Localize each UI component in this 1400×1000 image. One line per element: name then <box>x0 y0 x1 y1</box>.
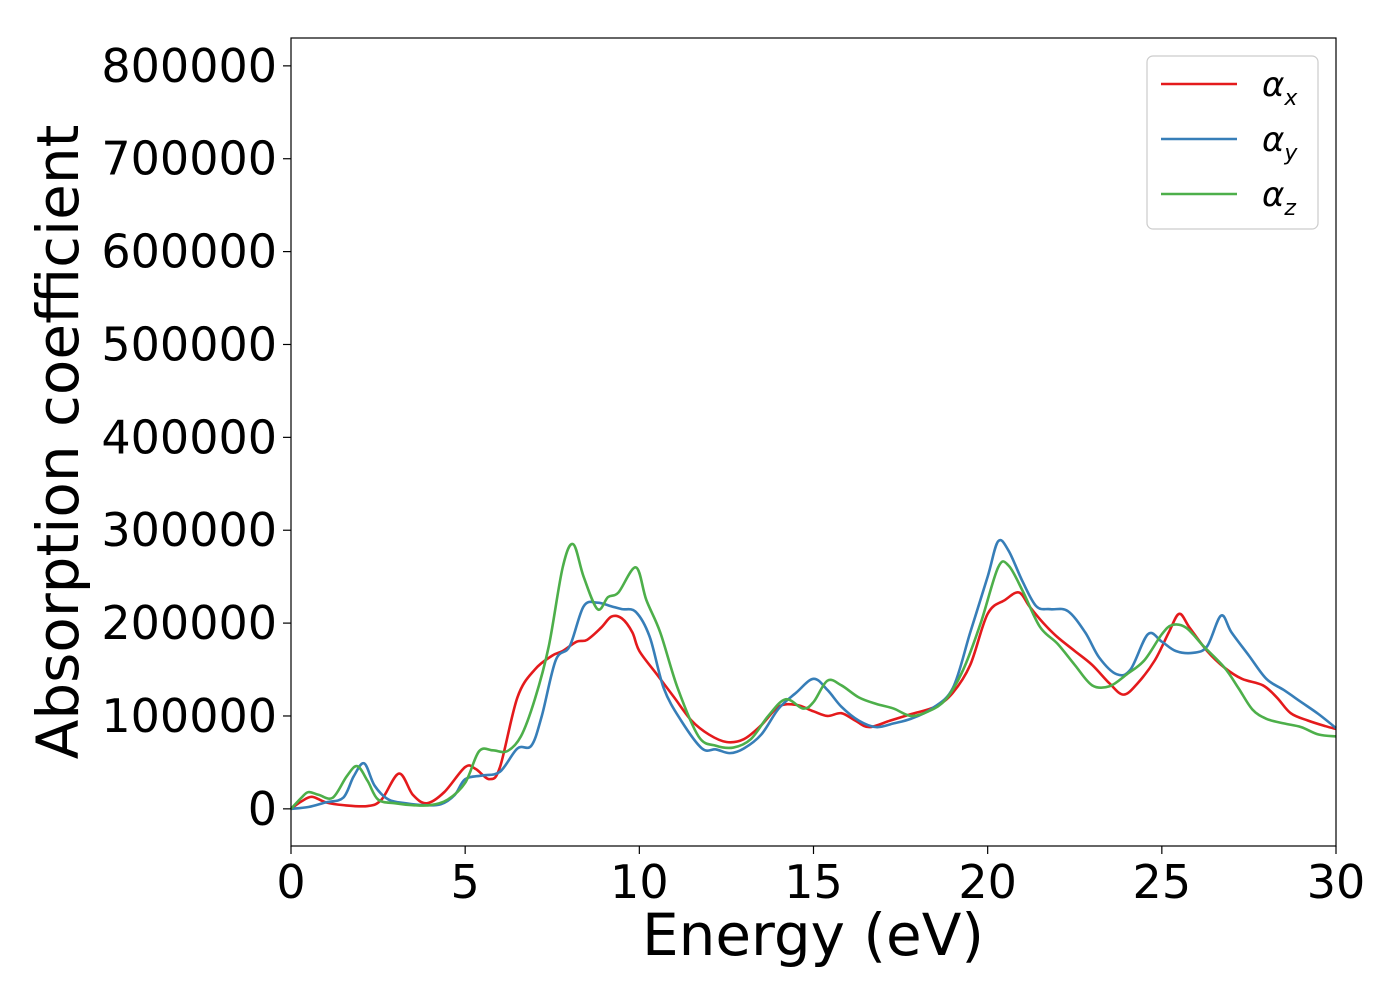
x-axis: 0 5 10 15 20 25 30 <box>276 846 1365 909</box>
y-tick-label: 600000 <box>101 225 277 279</box>
x-tick-label: 5 <box>451 855 480 909</box>
x-tick-label: 10 <box>610 855 669 909</box>
x-axis-label: Energy (eV) <box>642 901 984 969</box>
y-axis: 0 100000 200000 300000 400000 500000 600000 700… <box>101 39 291 836</box>
x-tick-label: 20 <box>958 855 1017 909</box>
legend-label-subscript: y <box>1283 141 1298 166</box>
legend-label-symbol: α <box>1262 120 1284 160</box>
legend-label-subscript: z <box>1283 196 1296 221</box>
legend-label-z: αz <box>1262 175 1296 221</box>
y-tick-label: 800000 <box>101 39 277 93</box>
legend-label-subscript: x <box>1283 86 1298 111</box>
legend-box <box>1146 55 1319 230</box>
y-tick-label: 300000 <box>101 503 277 557</box>
y-tick-label: 700000 <box>101 132 277 186</box>
x-tick-label: 30 <box>1307 855 1366 909</box>
series-layer <box>290 538 1337 811</box>
legend-label-y: αy <box>1262 120 1298 166</box>
x-tick-label: 25 <box>1133 855 1192 909</box>
series-line-z <box>290 542 1337 810</box>
y-tick-label: 500000 <box>101 317 277 371</box>
legend-label-x: αx <box>1262 65 1298 111</box>
y-tick-label: 400000 <box>101 410 277 464</box>
x-tick-label: 0 <box>276 855 305 909</box>
y-tick-label: 100000 <box>101 689 277 743</box>
legend-label-symbol: α <box>1262 65 1284 105</box>
y-tick-label: 0 <box>248 782 277 836</box>
y-axis-label: Absorption coefficient <box>24 125 92 760</box>
y-tick-label: 200000 <box>101 596 277 650</box>
legend-label-symbol: α <box>1262 175 1284 215</box>
x-tick-label: 15 <box>784 855 843 909</box>
